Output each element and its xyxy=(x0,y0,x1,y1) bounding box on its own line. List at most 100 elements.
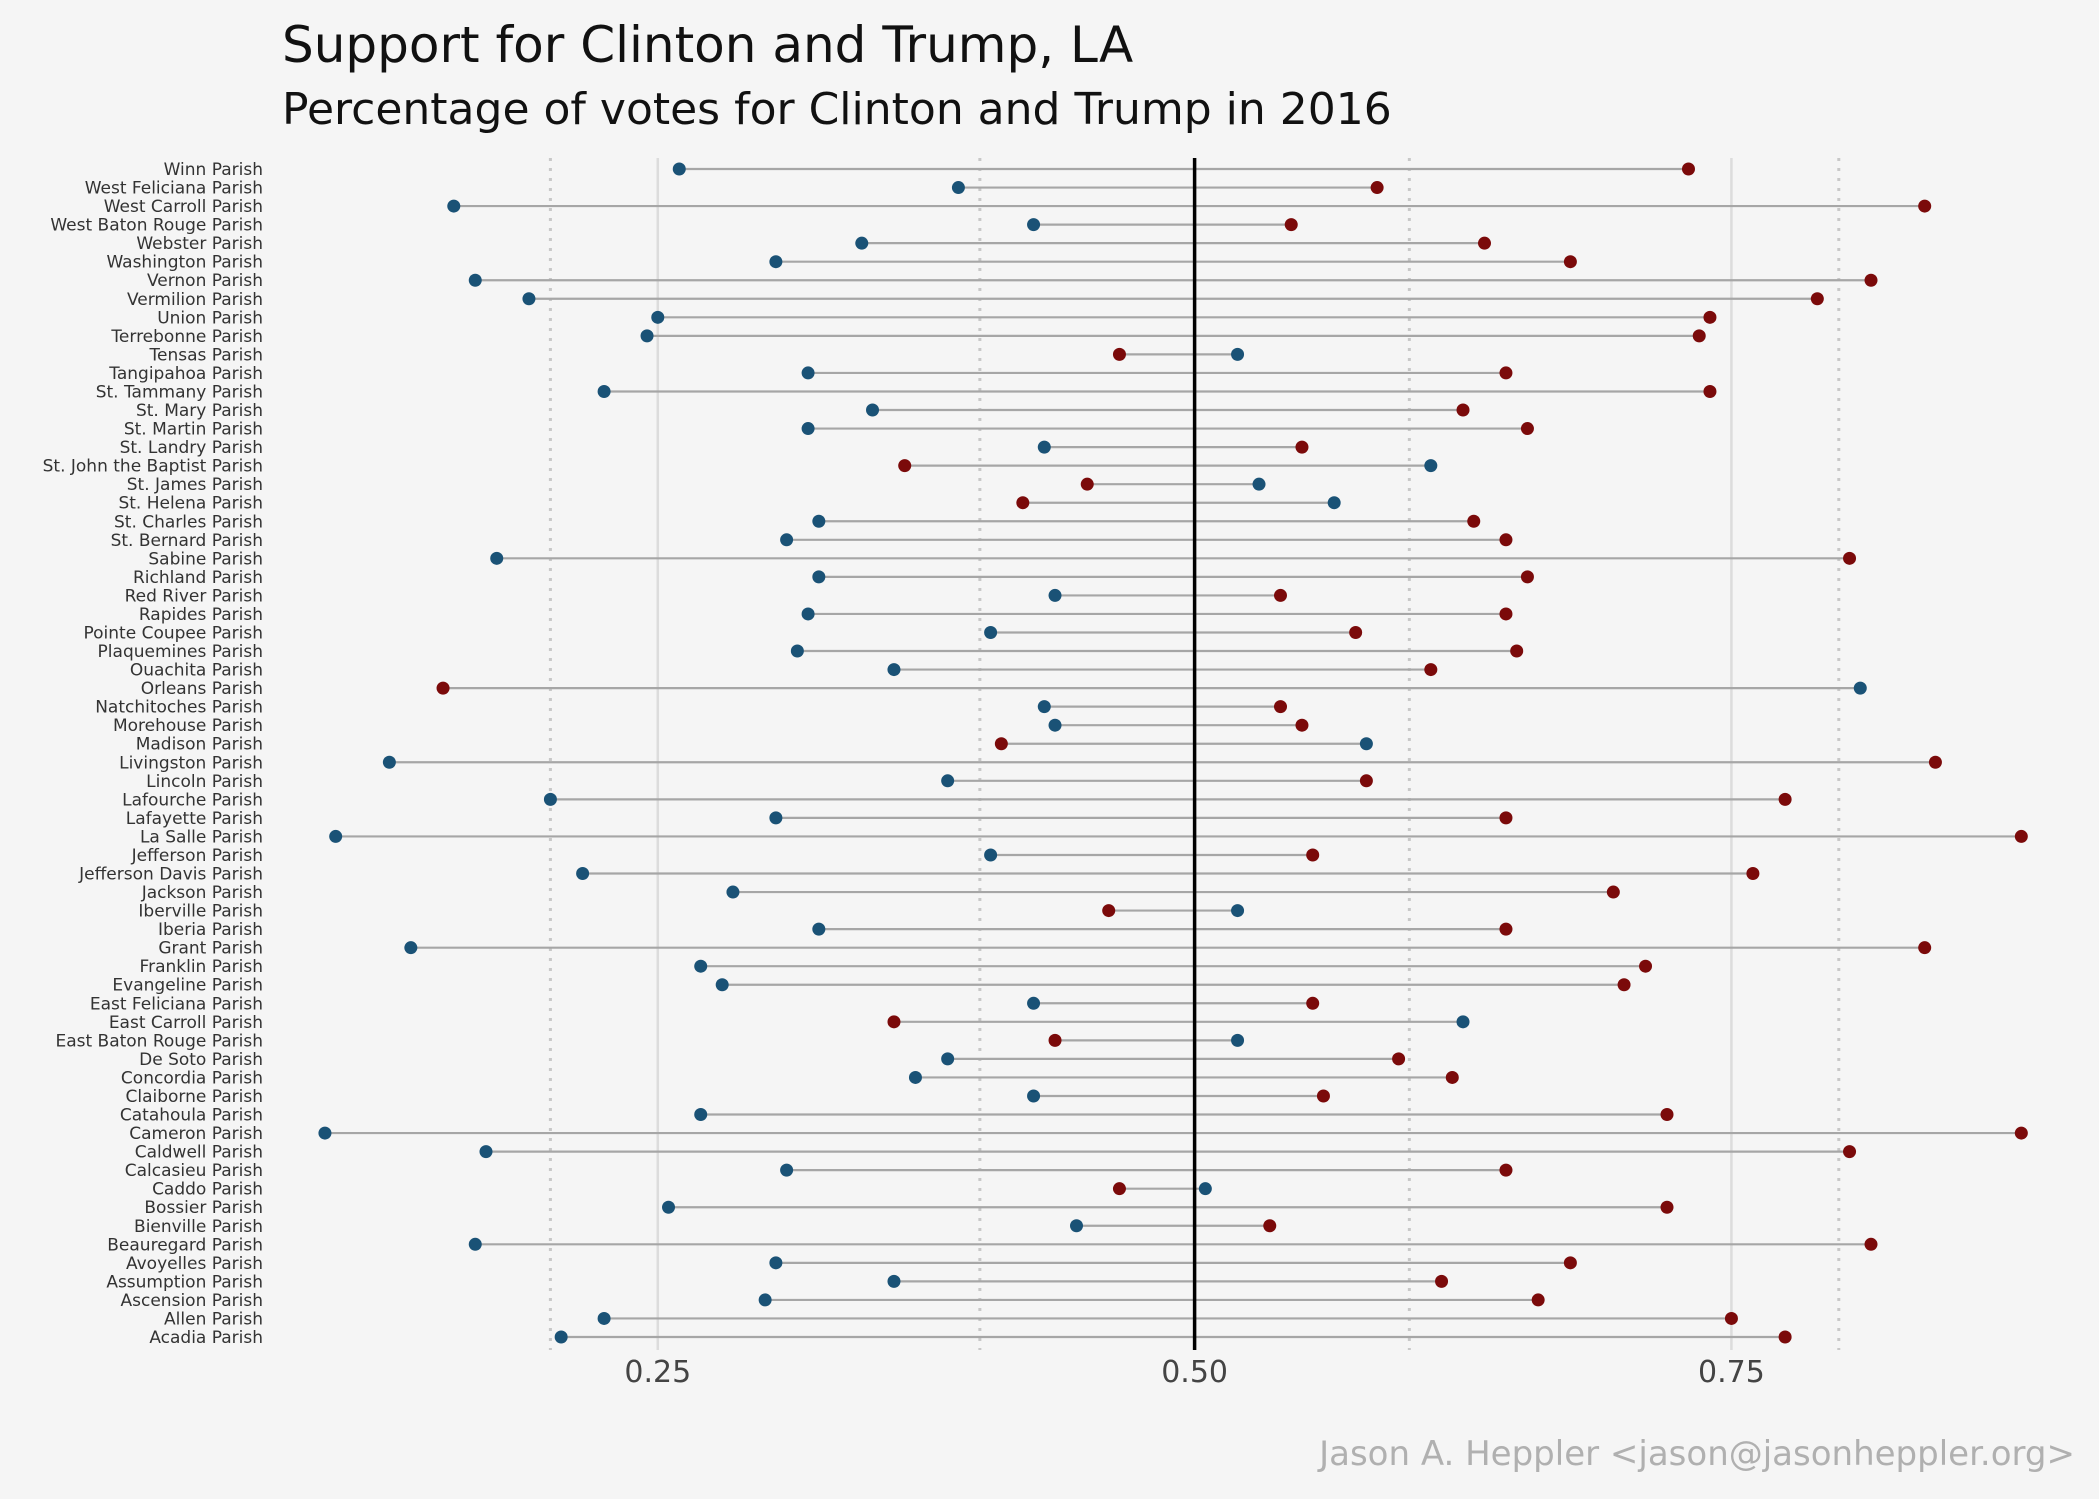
trump-point xyxy=(1016,496,1030,510)
clinton-point xyxy=(769,811,783,825)
trump-point xyxy=(2014,1126,2028,1140)
trump-point xyxy=(1284,218,1298,232)
clinton-point xyxy=(1198,1182,1212,1196)
clinton-point xyxy=(554,1330,568,1344)
clinton-point xyxy=(1027,996,1041,1010)
trump-point xyxy=(1499,533,1513,547)
y-axis-label: Jefferson Davis Parish xyxy=(78,865,263,885)
clinton-point xyxy=(468,273,482,287)
y-axis-label: Lafayette Parish xyxy=(126,809,263,829)
y-axis-label: Richland Parish xyxy=(133,568,263,588)
clinton-point xyxy=(855,236,869,250)
trump-point xyxy=(1456,403,1470,417)
trump-point xyxy=(1499,607,1513,621)
clinton-point xyxy=(672,162,686,176)
trump-point xyxy=(1477,236,1491,250)
y-axis-label: West Feliciana Parish xyxy=(85,179,263,199)
trump-point xyxy=(1660,1200,1674,1214)
trump-point xyxy=(1843,1145,1857,1159)
y-axis-label: St. Landry Parish xyxy=(120,438,263,458)
trump-point xyxy=(1681,162,1695,176)
clinton-point xyxy=(866,403,880,417)
trump-point xyxy=(2014,829,2028,843)
trump-point xyxy=(1520,570,1534,584)
trump-point xyxy=(1306,996,1320,1010)
trump-point xyxy=(1467,514,1481,528)
x-tick-label: 0.25 xyxy=(624,1355,691,1390)
y-axis-label: Plaquemines Parish xyxy=(98,642,263,662)
y-axis-label: La Salle Parish xyxy=(140,827,263,847)
y-axis-label: Union Parish xyxy=(157,308,263,328)
y-axis-label: East Baton Rouge Parish xyxy=(55,1031,263,1051)
trump-point xyxy=(1435,1274,1449,1288)
y-axis-label: West Baton Rouge Parish xyxy=(50,216,263,236)
trump-point xyxy=(1778,1330,1792,1344)
y-axis-label: St. James Parish xyxy=(127,475,263,495)
clinton-point xyxy=(382,755,396,769)
trump-point xyxy=(1531,1293,1545,1307)
clinton-point xyxy=(576,867,590,881)
trump-point xyxy=(1349,625,1363,639)
clinton-point xyxy=(597,384,611,398)
trump-point xyxy=(1660,1108,1674,1122)
y-axis-label: Winn Parish xyxy=(164,160,263,180)
trump-point xyxy=(1445,1070,1459,1084)
trump-point xyxy=(1499,1163,1513,1177)
y-axis-label: Evangeline Parish xyxy=(112,976,263,996)
y-axis-label: St. Tammany Parish xyxy=(96,382,263,402)
trump-point xyxy=(1606,885,1620,899)
y-axis-label: Vernon Parish xyxy=(147,271,263,291)
trump-point xyxy=(436,681,450,695)
clinton-point xyxy=(1456,1015,1470,1029)
trump-point xyxy=(1273,700,1287,714)
y-axis-label: Jefferson Parish xyxy=(131,846,263,866)
clinton-point xyxy=(640,329,654,343)
trump-point xyxy=(1112,1182,1126,1196)
y-axis-label: Rapides Parish xyxy=(139,605,263,625)
trump-point xyxy=(1563,1256,1577,1270)
trump-point xyxy=(1359,774,1373,788)
y-axis-label: Lafourche Parish xyxy=(122,790,263,810)
chart-title: Support for Clinton and Trump, LA xyxy=(282,16,1133,74)
trump-point xyxy=(1499,366,1513,380)
trump-point xyxy=(1510,644,1524,658)
y-axis-label: Pointe Coupee Parish xyxy=(84,623,263,643)
clinton-point xyxy=(1252,477,1266,491)
y-axis-label: Madison Parish xyxy=(136,735,263,755)
clinton-point xyxy=(726,885,740,899)
trump-point xyxy=(1499,922,1513,936)
trump-point xyxy=(1263,1219,1277,1233)
clinton-point xyxy=(597,1311,611,1325)
trump-point xyxy=(1370,181,1384,195)
trump-point xyxy=(1810,292,1824,306)
clinton-point xyxy=(812,514,826,528)
trump-point xyxy=(994,737,1008,751)
y-axis-label: St. Bernard Parish xyxy=(111,531,263,551)
clinton-point xyxy=(490,551,504,565)
clinton-point xyxy=(941,1052,955,1066)
clinton-point xyxy=(715,978,729,992)
y-axis-label: Lincoln Parish xyxy=(146,772,263,792)
clinton-point xyxy=(1359,737,1373,751)
clinton-point xyxy=(801,607,815,621)
chart-subtitle: Percentage of votes for Clinton and Trum… xyxy=(282,84,1392,135)
y-axis-label: Livingston Parish xyxy=(119,753,263,773)
trump-point xyxy=(1295,440,1309,454)
trump-point xyxy=(1703,310,1717,324)
y-axis-label: Calcasieu Parish xyxy=(125,1161,263,1181)
clinton-point xyxy=(812,570,826,584)
clinton-point xyxy=(318,1126,332,1140)
clinton-point xyxy=(1027,1089,1041,1103)
trump-point xyxy=(1778,792,1792,806)
trump-point xyxy=(1306,848,1320,862)
trump-point xyxy=(1520,422,1534,436)
y-axis-label: Orleans Parish xyxy=(141,679,263,699)
clinton-point xyxy=(1048,588,1062,602)
y-axis-label: Cameron Parish xyxy=(129,1124,263,1144)
y-axis-label: Avoyelles Parish xyxy=(126,1254,263,1274)
y-axis-label: Sabine Parish xyxy=(148,549,263,569)
trump-point xyxy=(1499,811,1513,825)
y-axis-label: Catahoula Parish xyxy=(120,1106,263,1126)
trump-point xyxy=(1273,588,1287,602)
trump-point xyxy=(887,1015,901,1029)
